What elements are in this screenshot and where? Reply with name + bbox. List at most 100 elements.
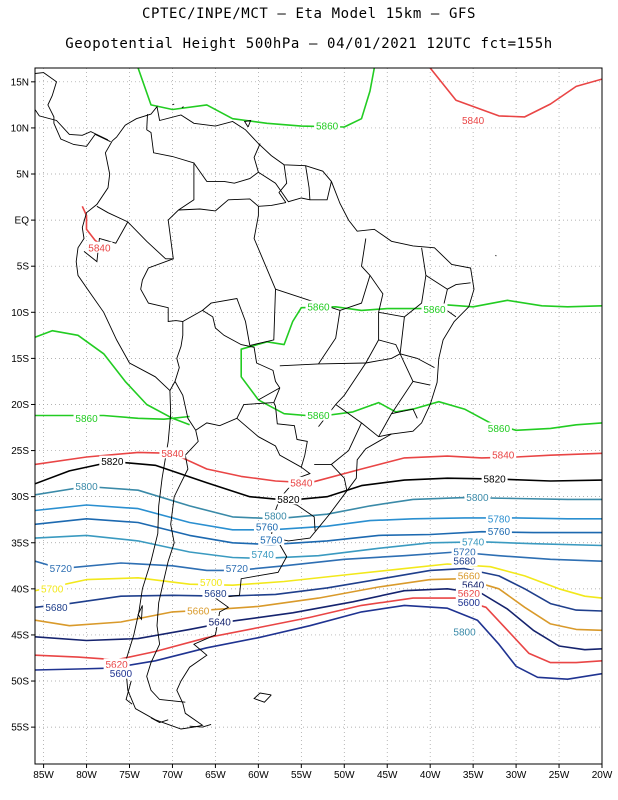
map-title-line2: Geopotential Height 500hPa – 04/01/2021 … xyxy=(65,36,553,52)
lon-tick-label: 75W xyxy=(119,770,140,781)
political-border xyxy=(278,164,288,203)
political-border xyxy=(365,316,405,364)
coastline xyxy=(75,105,475,730)
political-border xyxy=(335,404,392,438)
lat-tick-label: 30S xyxy=(11,492,29,503)
contour-label-5760: 5760 xyxy=(488,527,511,538)
contour-label-5680: 5680 xyxy=(45,603,68,614)
lat-tick-label: 10N xyxy=(11,123,29,134)
contour-label-backing xyxy=(464,491,491,503)
contour-label-backing xyxy=(288,476,315,488)
contour-label-backing xyxy=(451,545,478,557)
contour-5860 xyxy=(35,329,190,426)
contour-5800 xyxy=(35,485,602,520)
contour-label-5720: 5720 xyxy=(453,547,476,558)
political-border xyxy=(258,387,281,401)
island-outline xyxy=(243,119,252,128)
lat-tick-label: 20S xyxy=(11,400,29,411)
contour-label-backing xyxy=(198,576,225,588)
contour-label-5840: 5840 xyxy=(290,478,313,489)
lat-tick-label: 10S xyxy=(11,308,29,319)
lat-tick-label: 45S xyxy=(11,630,29,641)
political-border xyxy=(193,143,261,184)
contour-label-5840: 5840 xyxy=(492,451,515,462)
contour-5860 xyxy=(137,68,376,128)
plot-frame xyxy=(34,67,603,765)
contour-label-backing xyxy=(159,447,186,459)
contour-label-5840: 5840 xyxy=(462,116,485,127)
contour-label-5680: 5680 xyxy=(453,557,476,568)
island-outline xyxy=(125,680,133,705)
contour-label-5860: 5860 xyxy=(488,424,511,435)
contour-label-5660: 5660 xyxy=(187,606,210,617)
contour-label-backing xyxy=(451,626,478,638)
lon-tick-label: 55W xyxy=(291,770,312,781)
contour-label-5640: 5640 xyxy=(462,581,485,592)
lat-tick-label: 5N xyxy=(16,170,29,181)
contour-label-backing xyxy=(460,114,487,126)
contour-label-5760: 5760 xyxy=(260,535,283,546)
island-outline xyxy=(253,692,272,703)
political-border xyxy=(399,353,435,368)
contour-5680 xyxy=(35,567,602,612)
contour-label-backing xyxy=(455,587,482,599)
contour-label-5620: 5620 xyxy=(458,589,481,600)
contour-label-5700: 5700 xyxy=(41,584,64,595)
island-outline xyxy=(495,254,497,257)
contour-label-backing xyxy=(202,587,229,599)
contour-label-backing xyxy=(253,521,280,533)
lat-tick-label: 55S xyxy=(11,723,29,734)
political-border xyxy=(146,114,148,130)
island-outline xyxy=(1,225,5,228)
contour-label-backing xyxy=(206,616,233,628)
lon-tick-label: 80W xyxy=(76,770,97,781)
lon-tick-label: 25W xyxy=(549,770,570,781)
contour-label-5740: 5740 xyxy=(252,550,275,561)
map-title-line1: CPTEC/INPE/MCT – Eta Model 15km – GFS xyxy=(141,6,477,22)
contour-label-backing xyxy=(460,579,487,591)
lon-tick-label: 60W xyxy=(248,770,269,781)
coastline-central-america xyxy=(35,109,109,141)
contour-label-5600: 5600 xyxy=(110,669,133,680)
political-border xyxy=(146,381,199,703)
political-border xyxy=(140,258,184,391)
contour-5720 xyxy=(35,551,602,572)
contour-5640 xyxy=(35,587,602,651)
contour-label-backing xyxy=(451,555,478,567)
contour-5700 xyxy=(35,563,602,599)
contour-label-backing xyxy=(223,562,250,574)
political-border xyxy=(182,309,281,431)
contour-label-5740: 5740 xyxy=(462,537,485,548)
lat-tick-label: 15S xyxy=(11,354,29,365)
contour-label-5800: 5800 xyxy=(264,512,287,523)
contour-label-backing xyxy=(275,493,302,505)
contour-5780 xyxy=(35,504,602,531)
political-border xyxy=(378,247,427,318)
lon-tick-label: 30W xyxy=(506,770,527,781)
contour-label-5700: 5700 xyxy=(200,578,223,589)
political-border xyxy=(378,339,414,382)
lon-tick-label: 85W xyxy=(33,770,54,781)
contour-label-backing xyxy=(305,409,332,421)
contour-label-5640: 5640 xyxy=(209,618,232,629)
political-border xyxy=(236,402,308,468)
contour-label-backing xyxy=(43,601,70,613)
island-outline xyxy=(181,106,184,108)
contour-label-backing xyxy=(314,120,341,132)
contour-label-backing xyxy=(185,604,212,616)
contour-label-5840: 5840 xyxy=(88,243,111,254)
contour-label-backing xyxy=(39,582,66,594)
political-border xyxy=(305,165,311,200)
contour-label-5720: 5720 xyxy=(50,564,73,575)
contour-label-backing xyxy=(262,510,289,522)
political-border xyxy=(178,198,286,212)
lon-tick-label: 65W xyxy=(205,770,226,781)
contour-label-backing xyxy=(73,480,100,492)
contour-label-5860: 5860 xyxy=(307,411,330,422)
contour-label-5860: 5860 xyxy=(75,414,98,425)
contour-label-5820: 5820 xyxy=(277,495,300,506)
contour-5840 xyxy=(429,68,602,118)
contour-label-backing xyxy=(73,412,100,424)
contour-label-5820: 5820 xyxy=(483,475,506,486)
